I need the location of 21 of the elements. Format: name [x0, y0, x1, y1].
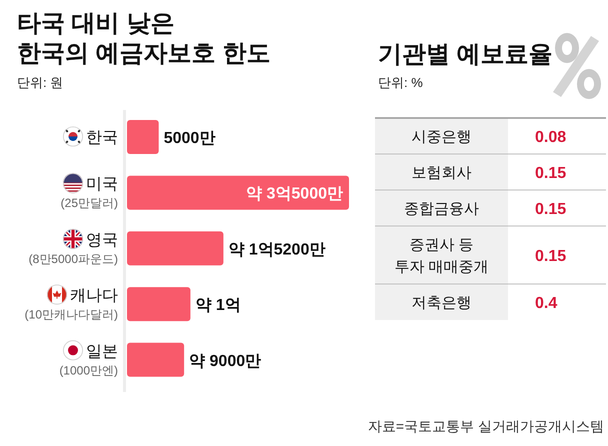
category-label: 증권사 등 투자 매매중개 — [394, 236, 489, 276]
data-label: 0.08 — [535, 129, 566, 146]
data-label: 0.15 — [535, 248, 566, 265]
category-label: 저축은행 — [412, 294, 472, 312]
data-label: 0.4 — [535, 295, 558, 312]
data-label: 약 9000만 — [189, 352, 262, 370]
text: 단위: % — [378, 75, 424, 90]
data-label: 0.15 — [535, 201, 566, 218]
data-label: 약 3억5000만 — [246, 186, 343, 203]
y-tick-label: 한국 — [86, 130, 118, 146]
category-label: 시중은행 — [412, 128, 472, 146]
data-label: 약 1억 — [195, 297, 241, 314]
text: 자료=국토교통부 실거래가공개시스템 — [368, 418, 604, 434]
data-label: 5000만 — [164, 130, 216, 147]
category-label: 종합금융사 — [404, 200, 479, 218]
chart-subtitle: 단위: 원 — [17, 75, 64, 90]
chart-title: 타국 대비 낮은 한국의 예금자보호 한도 — [17, 10, 270, 67]
text: 기관별 예보료율 — [378, 41, 553, 68]
category-label: 보험회사 — [412, 164, 472, 182]
data-label: 약 1억5200만 — [228, 241, 326, 258]
data-label: 0.15 — [535, 165, 566, 182]
